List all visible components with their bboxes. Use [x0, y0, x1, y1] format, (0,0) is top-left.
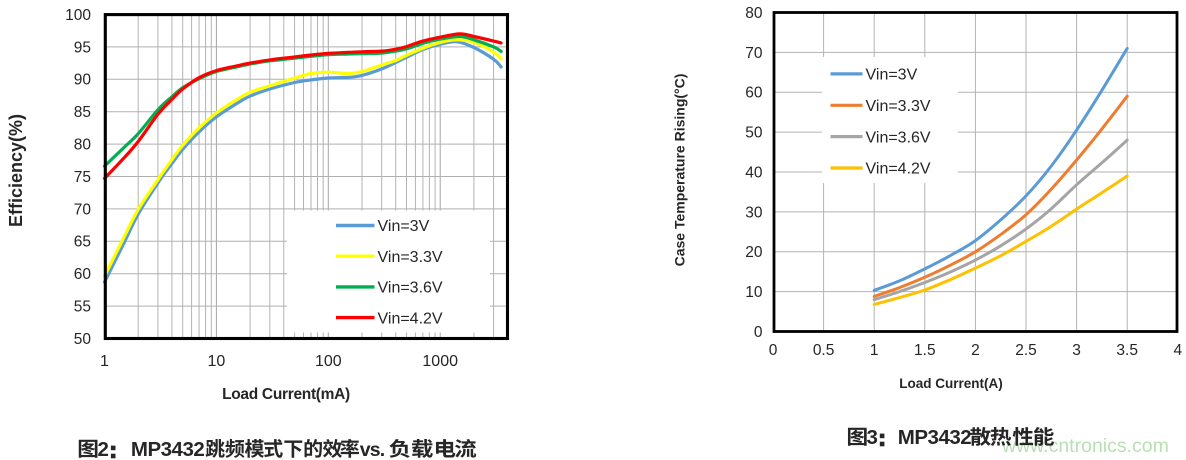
svg-text:vs.: vs. [360, 439, 385, 460]
svg-text:10: 10 [208, 353, 226, 370]
svg-text:0.5: 0.5 [813, 342, 835, 359]
svg-text:95: 95 [74, 39, 91, 56]
svg-text:40: 40 [745, 164, 763, 181]
svg-text:1: 1 [100, 353, 109, 370]
svg-text:20: 20 [745, 244, 763, 261]
svg-text:Vin=3.3V: Vin=3.3V [866, 98, 931, 115]
svg-text:4: 4 [1173, 342, 1182, 359]
svg-text:Load Current(A): Load Current(A) [899, 376, 1003, 391]
svg-text:www.cntronics.com: www.cntronics.com [1001, 435, 1169, 457]
svg-text:85: 85 [74, 104, 91, 121]
svg-text:Vin=3.6V: Vin=3.6V [378, 280, 443, 297]
svg-text:MP3432: MP3432 [131, 438, 204, 460]
svg-text:Vin=4.2V: Vin=4.2V [378, 310, 443, 327]
svg-text:Vin=3V: Vin=3V [866, 67, 918, 84]
svg-text:10: 10 [745, 284, 763, 301]
svg-text:Load Current(mA): Load Current(mA) [222, 386, 350, 403]
svg-text:3.5: 3.5 [1116, 342, 1138, 359]
svg-text:0: 0 [754, 324, 763, 341]
svg-text:Vin=3.6V: Vin=3.6V [866, 129, 931, 146]
svg-text:50: 50 [74, 331, 92, 348]
svg-text:30: 30 [745, 204, 763, 221]
svg-text:75: 75 [74, 169, 91, 186]
svg-text:Efficiency(%): Efficiency(%) [6, 114, 26, 227]
svg-text:Vin=3V: Vin=3V [378, 218, 430, 235]
svg-text:MP3432: MP3432 [898, 426, 971, 449]
svg-text:2.5: 2.5 [1015, 342, 1037, 359]
svg-text:Vin=3.3V: Vin=3.3V [378, 249, 443, 266]
svg-text:65: 65 [74, 234, 91, 251]
svg-text:80: 80 [74, 137, 92, 154]
svg-text:100: 100 [315, 353, 342, 370]
svg-text:60: 60 [74, 266, 92, 283]
svg-text:2: 2 [971, 342, 980, 359]
svg-text:3: 3 [1072, 342, 1081, 359]
svg-text:Case Temperature Rising(°C): Case Temperature Rising(°C) [672, 74, 688, 267]
svg-text:90: 90 [74, 72, 92, 89]
svg-text:70: 70 [74, 201, 92, 218]
svg-text:100: 100 [65, 7, 91, 24]
svg-text:1: 1 [870, 342, 879, 359]
svg-text:70: 70 [745, 45, 763, 62]
svg-text:2: 2 [98, 438, 109, 460]
svg-text:3: 3 [867, 426, 878, 449]
svg-text:60: 60 [745, 85, 763, 102]
svg-text:0: 0 [769, 342, 778, 359]
svg-text:1000: 1000 [422, 353, 458, 370]
svg-text:Vin=4.2V: Vin=4.2V [866, 161, 931, 178]
svg-text:1.5: 1.5 [914, 342, 936, 359]
svg-text:80: 80 [745, 5, 763, 22]
svg-text:50: 50 [745, 125, 763, 142]
svg-text:55: 55 [74, 299, 91, 316]
